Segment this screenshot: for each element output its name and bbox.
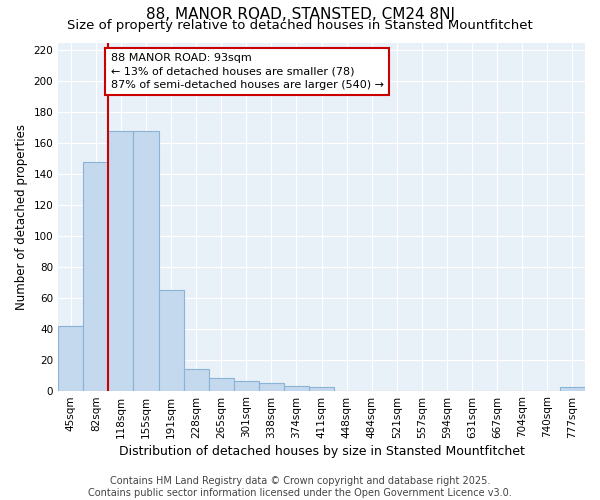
Bar xyxy=(133,130,158,390)
Bar xyxy=(284,386,309,390)
Bar xyxy=(109,130,133,390)
X-axis label: Distribution of detached houses by size in Stansted Mountfitchet: Distribution of detached houses by size … xyxy=(119,444,524,458)
Y-axis label: Number of detached properties: Number of detached properties xyxy=(15,124,28,310)
Text: Size of property relative to detached houses in Stansted Mountfitchet: Size of property relative to detached ho… xyxy=(67,18,533,32)
Bar xyxy=(184,369,209,390)
Text: Contains HM Land Registry data © Crown copyright and database right 2025.
Contai: Contains HM Land Registry data © Crown c… xyxy=(88,476,512,498)
Bar xyxy=(209,378,234,390)
Bar xyxy=(83,162,109,390)
Text: 88, MANOR ROAD, STANSTED, CM24 8NJ: 88, MANOR ROAD, STANSTED, CM24 8NJ xyxy=(146,8,455,22)
Bar xyxy=(309,388,334,390)
Bar xyxy=(158,290,184,390)
Text: 88 MANOR ROAD: 93sqm
← 13% of detached houses are smaller (78)
87% of semi-detac: 88 MANOR ROAD: 93sqm ← 13% of detached h… xyxy=(111,54,384,90)
Bar xyxy=(234,382,259,390)
Bar xyxy=(58,326,83,390)
Bar xyxy=(560,388,585,390)
Bar xyxy=(259,383,284,390)
